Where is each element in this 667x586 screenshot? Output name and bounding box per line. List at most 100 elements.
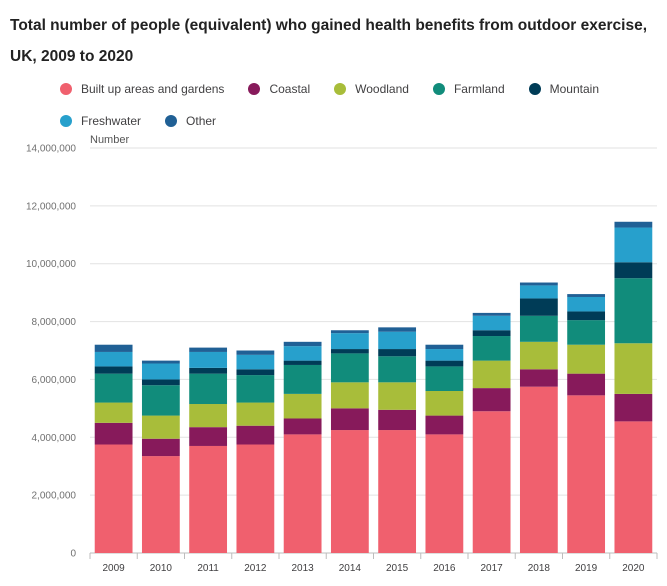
bar-segment-farmland-2010 [141,385,180,416]
bar-segment-coastal-2009 [94,422,133,445]
bar-segment-built-up-areas-and-gardens-2015 [378,430,417,553]
bar-segment-coastal-2019 [567,373,606,396]
bar-segment-woodland-2014 [330,382,369,409]
bar-segment-farmland-2020 [614,278,653,344]
bar-segment-farmland-2015 [378,356,417,383]
bars [94,221,653,553]
y-tick-label: 0 [70,549,76,560]
legend: Built up areas and gardens Coastal Woodlan… [60,81,650,129]
bar-segment-other-2020 [614,221,653,228]
x-tick-label: 2016 [433,563,456,574]
legend-swatch [432,83,445,95]
legend-label: Freshwater [81,114,142,128]
x-tick-label: 2012 [244,563,267,574]
bar-segment-freshwater-2015 [378,331,417,350]
bar-segment-woodland-2015 [378,382,417,410]
x-tick-label: 2020 [622,563,645,574]
bar-segment-other-2017 [472,312,511,316]
bar-segment-mountain-2020 [614,262,653,279]
bar-segment-built-up-areas-and-gardens-2012 [236,444,275,553]
bar-segment-freshwater-2019 [567,296,606,312]
bar-segment-other-2009 [94,344,133,352]
bar-segment-built-up-areas-and-gardens-2016 [425,434,464,553]
bar-segment-mountain-2016 [425,360,464,367]
bar-segment-freshwater-2014 [330,333,369,350]
bar-segment-built-up-areas-and-gardens-2019 [567,395,606,553]
y-tick-label: 12,000,000 [26,201,76,212]
y-tick-label: 8,000,000 [32,317,77,328]
bar-segment-farmland-2016 [425,366,464,391]
bar-segment-other-2012 [236,350,275,355]
bar-segment-woodland-2017 [472,360,511,389]
bar-segment-farmland-2017 [472,336,511,361]
bar-segment-built-up-areas-and-gardens-2009 [94,444,133,553]
legend-label: Other [186,114,217,128]
y-axis-ticks: 0 2,000,000 4,000,000 6,000,000 8,000,000 10,… [26,144,77,560]
x-axis: 2009 2010 2011 2012 2013 2014 2015 2016 2017 2018… [89,553,658,574]
bar-segment-freshwater-2016 [425,349,464,361]
bar-segment-built-up-areas-and-gardens-2013 [283,434,322,553]
bar-segment-freshwater-2020 [614,227,653,263]
bar-segment-mountain-2010 [141,379,180,386]
bar-segment-coastal-2014 [330,408,369,431]
x-tick-label: 2013 [292,563,315,574]
bar-segment-other-2016 [425,344,464,350]
bar-segment-woodland-2011 [189,404,228,428]
legend-label: Built up areas and gardens [81,82,225,96]
bar-segment-freshwater-2009 [94,351,133,367]
bar-segment-woodland-2013 [283,393,322,419]
bar-segment-woodland-2009 [94,402,133,423]
bar-segment-mountain-2019 [567,311,606,321]
bar-segment-coastal-2017 [472,388,511,412]
bar-segment-other-2015 [378,327,417,332]
bar-segment-built-up-areas-and-gardens-2020 [614,421,653,553]
bar-segment-farmland-2018 [519,315,558,342]
bar-segment-mountain-2014 [330,349,369,354]
legend-item-mountain: Mountain [528,81,600,97]
legend-item-farmland: Farmland [432,81,505,97]
bar-segment-farmland-2011 [189,373,228,405]
bar-segment-coastal-2020 [614,393,653,422]
bar-segment-mountain-2011 [189,367,228,374]
bar-segment-other-2014 [330,330,369,334]
x-tick-label: 2019 [575,563,598,574]
x-tick-label: 2015 [386,563,409,574]
x-tick-label: 2009 [103,563,126,574]
legend-item-other: Other [165,113,216,129]
bar-segment-freshwater-2012 [236,354,275,370]
bar-segment-built-up-areas-and-gardens-2014 [330,430,369,553]
bar-segment-built-up-areas-and-gardens-2018 [519,386,558,553]
legend-item-woodland: Woodland [334,81,409,97]
bar-segment-other-2010 [141,360,180,364]
bar-segment-coastal-2015 [378,409,417,431]
bar-segment-farmland-2019 [567,320,606,345]
bar-segment-freshwater-2017 [472,315,511,331]
legend-label: Coastal [269,82,311,96]
bar-segment-other-2013 [283,341,322,347]
y-tick-label: 6,000,000 [32,375,77,386]
bar-segment-mountain-2018 [519,298,558,316]
bar-segment-coastal-2016 [425,415,464,435]
bar-segment-coastal-2012 [236,425,275,445]
bar-segment-farmland-2014 [330,353,369,383]
x-tick-label: 2014 [339,563,362,574]
x-tick-label: 2018 [528,563,551,574]
legend-swatch [165,115,178,127]
bar-segment-mountain-2009 [94,366,133,374]
bar-segment-built-up-areas-and-gardens-2010 [141,456,180,553]
x-tick-label: 2011 [197,563,219,574]
legend-label: Mountain [549,82,600,96]
bar-segment-farmland-2013 [283,364,322,394]
bar-segment-coastal-2011 [189,427,228,446]
legend-item-freshwater: Freshwater [60,113,141,129]
bar-segment-woodland-2012 [236,402,275,426]
legend-swatch [60,83,72,95]
bar-segment-woodland-2016 [425,391,464,416]
bar-segment-freshwater-2011 [189,351,228,368]
bar-segment-farmland-2009 [94,373,133,403]
y-axis-label: Number [90,134,129,146]
bar-segment-freshwater-2018 [519,285,558,299]
bar-segment-farmland-2012 [236,375,275,403]
y-tick-label: 14,000,000 [26,144,76,155]
legend-label: Farmland [453,82,505,96]
